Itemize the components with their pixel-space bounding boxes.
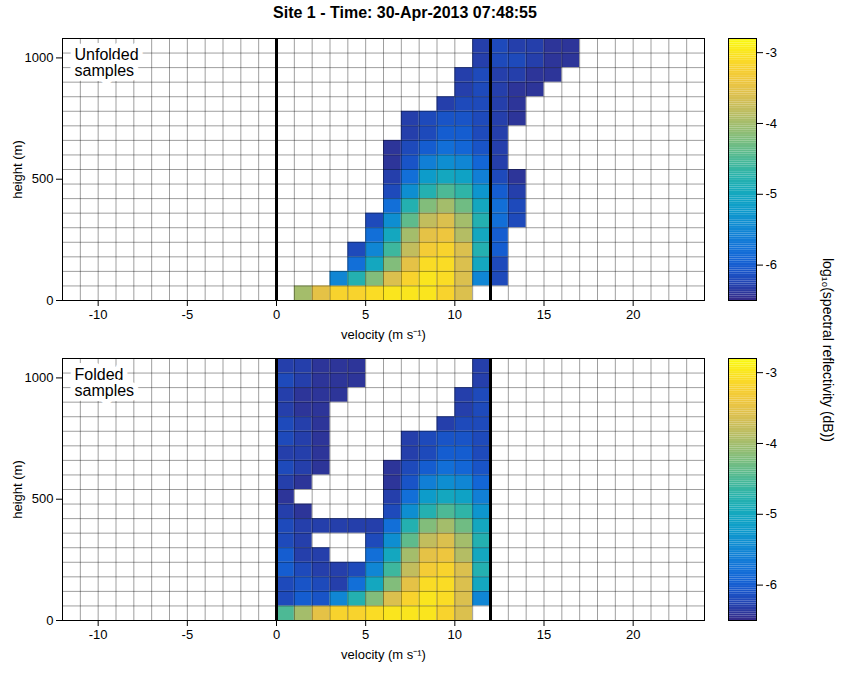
svg-text:500: 500 [32,171,54,186]
svg-text:-6: -6 [766,577,778,592]
svg-text:-3: -3 [766,45,778,60]
svg-text:Foldedsamples: Foldedsamples [75,366,135,399]
svg-text:15: 15 [537,627,551,642]
svg-text:1000: 1000 [25,50,54,65]
svg-text:500: 500 [32,491,54,506]
svg-text:20: 20 [626,627,640,642]
svg-text:Unfoldedsamples: Unfoldedsamples [75,46,139,79]
svg-text:-4: -4 [766,116,778,131]
svg-text:20: 20 [626,307,640,322]
svg-text:1000: 1000 [25,370,54,385]
svg-text:0: 0 [273,627,280,642]
html-text:Site 1 - Time: 30-Apr-2013 07:: Site 1 - Time: 30-Apr-2013 07:48:55 [273,4,537,21]
svg-text:-5: -5 [766,506,778,521]
svg-text:15: 15 [537,307,551,322]
svg-text:-4: -4 [766,436,778,451]
svg-text:0: 0 [46,613,53,628]
svg-text:-10: -10 [89,627,108,642]
svg-text:-5: -5 [182,627,194,642]
svg-text:5: 5 [362,627,369,642]
svg-text:10: 10 [448,627,462,642]
svg-text:velocity (m s⁻¹): velocity (m s⁻¹) [341,647,426,662]
svg-text:-10: -10 [89,307,108,322]
svg-text:-3: -3 [766,365,778,380]
svg-text:0: 0 [273,307,280,322]
svg-text:velocity (m s⁻¹): velocity (m s⁻¹) [341,327,426,342]
svg-text:10: 10 [448,307,462,322]
html-text:log₁₀(spectral reflectivity (d: log₁₀(spectral reflectivity (dB)) [820,258,836,442]
svg-text:height (m): height (m) [10,460,25,519]
svg-text:5: 5 [362,307,369,322]
svg-text:height (m): height (m) [10,140,25,199]
svg-text:-6: -6 [766,257,778,272]
svg-text:0: 0 [46,293,53,308]
svg-text:-5: -5 [182,307,194,322]
svg-text:-5: -5 [766,186,778,201]
